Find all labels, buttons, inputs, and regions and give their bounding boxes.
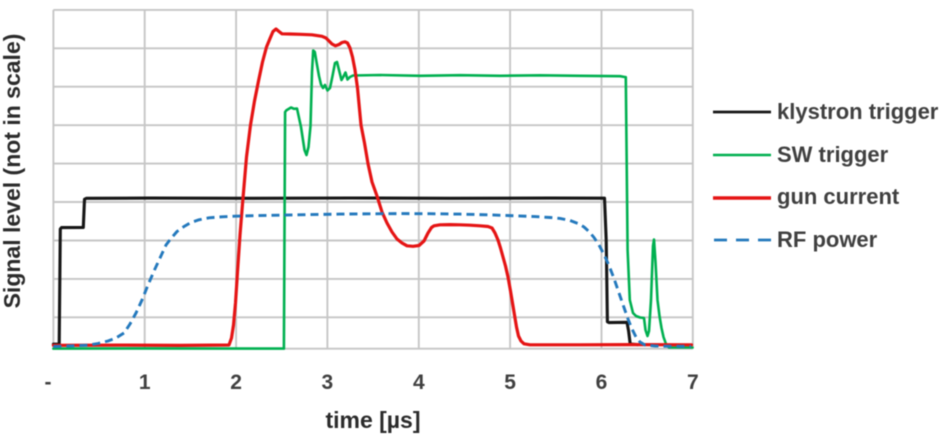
svg-text:1: 1 (139, 371, 151, 394)
svg-text:Signal level (not in scale): Signal level (not in scale) (0, 34, 25, 309)
svg-text:SW trigger: SW trigger (777, 142, 889, 167)
svg-text:-: - (45, 371, 52, 394)
svg-text:time [µs]: time [µs] (325, 407, 420, 433)
svg-text:7: 7 (687, 371, 699, 394)
svg-text:RF power: RF power (777, 227, 878, 252)
svg-text:2: 2 (230, 371, 242, 394)
svg-text:gun current: gun current (777, 184, 900, 209)
svg-text:4: 4 (413, 371, 425, 394)
svg-text:6: 6 (596, 371, 608, 394)
svg-text:3: 3 (322, 371, 334, 394)
svg-text:5: 5 (504, 371, 516, 394)
svg-text:klystron trigger: klystron trigger (777, 99, 939, 124)
